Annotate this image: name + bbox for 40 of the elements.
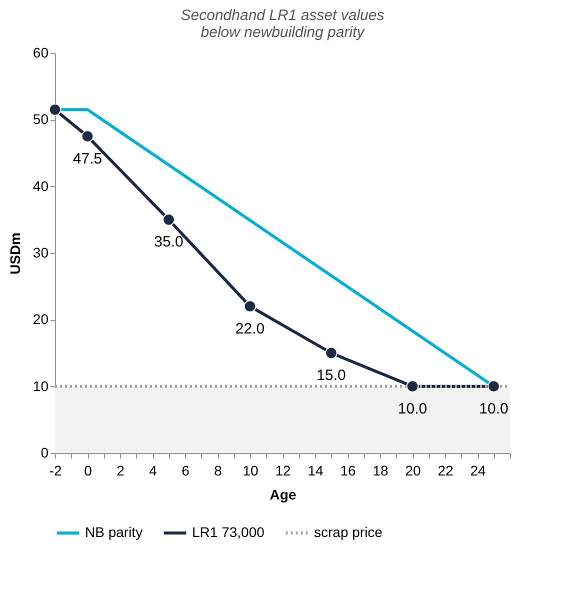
y-tick-label: 30 bbox=[32, 244, 49, 260]
data-label: 15.0 bbox=[316, 367, 346, 384]
y-tick-label: 40 bbox=[32, 178, 49, 194]
x-tick-label: 10 bbox=[242, 462, 258, 478]
y-tick-label: 20 bbox=[32, 311, 49, 328]
x-tick-label: 24 bbox=[470, 462, 486, 478]
x-tick-label: -2 bbox=[49, 462, 62, 478]
x-tick-label: 16 bbox=[340, 462, 356, 478]
data-label: 47.5 bbox=[72, 150, 102, 168]
x-tick-label: 18 bbox=[372, 462, 388, 478]
data-label: 10.0 bbox=[398, 400, 428, 418]
x-axis-title: Age bbox=[270, 486, 296, 502]
x-tick-label: 14 bbox=[308, 462, 324, 478]
x-tick-label: 0 bbox=[84, 462, 92, 478]
x-tick-label: 2 bbox=[116, 462, 125, 478]
x-tick-label: 22 bbox=[438, 462, 454, 478]
x-tick-label: 6 bbox=[182, 462, 190, 478]
data-label: 35.0 bbox=[154, 234, 184, 251]
point bbox=[81, 130, 94, 143]
y-tick-label: 10 bbox=[32, 378, 49, 394]
point bbox=[162, 213, 175, 226]
x-tick-label: 8 bbox=[214, 462, 222, 478]
y-tick-label: 60 bbox=[32, 44, 49, 60]
y-tick-label: 0 bbox=[40, 444, 49, 460]
y-axis-title: USDm bbox=[6, 232, 23, 275]
y-tick-label: 50 bbox=[32, 111, 49, 128]
x-tick-label: 12 bbox=[275, 462, 291, 478]
point bbox=[488, 380, 500, 393]
x-tick-label: 4 bbox=[149, 462, 158, 478]
point bbox=[406, 380, 419, 393]
data-label: 10.0 bbox=[479, 400, 508, 418]
x-tick-label: 20 bbox=[405, 462, 421, 478]
point bbox=[244, 300, 256, 313]
legend-label: NB parity bbox=[85, 524, 143, 540]
point bbox=[48, 103, 62, 116]
legend-label: LR1 73,000 bbox=[192, 524, 265, 540]
point bbox=[325, 346, 338, 360]
data-label: 22.0 bbox=[235, 320, 265, 338]
legend-label: scrap price bbox=[314, 524, 383, 540]
chart-title: Secondhand LR1 asset values below newbuilding parity bbox=[180, 7, 385, 41]
